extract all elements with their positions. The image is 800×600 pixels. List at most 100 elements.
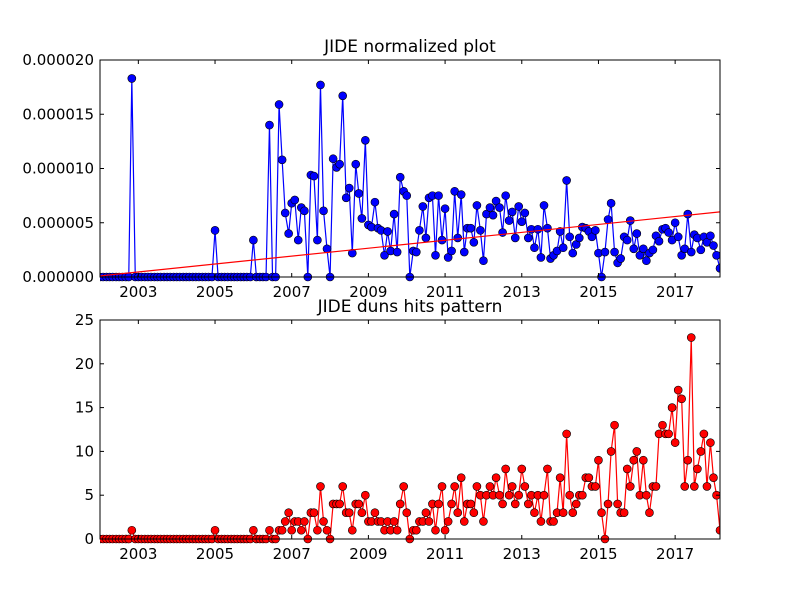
data-point [677,394,686,404]
data-point [456,190,466,199]
data-point [667,403,677,412]
data-point [421,233,431,243]
data-point [536,253,546,262]
data-point [520,208,530,218]
data-point [642,490,651,500]
data-point [562,429,571,439]
x-tick-label: 2015 [579,545,617,563]
data-point [530,243,539,253]
data-point [491,473,501,482]
y-tick-label: 0.000020 [22,51,94,69]
data-point [453,233,463,243]
data-point [616,254,625,263]
data-point [322,525,332,535]
data-point [520,482,530,491]
data-point [357,508,367,518]
data-point [690,482,699,491]
y-tick-label: 0.000010 [22,160,94,178]
data-point [632,229,642,238]
data-point [296,525,306,535]
data-point [498,499,507,509]
data-point [347,248,357,258]
data-point [459,517,469,526]
data-point [265,525,274,535]
data-point [338,91,348,101]
data-point [510,499,520,509]
data-point [683,455,693,465]
data-point [673,232,683,242]
x-tick-label: 2007 [273,545,311,563]
data-point [357,214,367,223]
data-point [539,490,549,500]
data-point [361,490,370,500]
data-point [344,183,354,193]
data-point [680,482,690,491]
data-point [693,464,702,474]
data-point [361,135,370,145]
x-tick-label: 2003 [119,545,157,563]
data-point [450,482,459,491]
data-point [686,333,696,342]
data-point [389,209,399,219]
data-point [469,508,479,518]
data-point [415,226,424,235]
data-point [210,226,220,235]
data-point [543,223,552,233]
data-point [453,508,463,518]
data-point [284,229,293,238]
data-point [344,508,354,518]
y-tick-label: 10 [75,442,94,460]
data-point [383,227,392,236]
x-tick-label: 2007 [273,283,311,301]
y-tick-label: 15 [75,399,94,417]
data-point [555,473,565,482]
data-point [434,191,443,200]
data-point [265,120,274,130]
data-point [600,247,610,257]
data-point [523,233,533,243]
data-point [485,482,495,491]
data-point [319,517,328,526]
data-point [568,248,578,258]
data-point [619,508,629,518]
data-point [338,482,348,491]
data-point [610,420,619,430]
data-point [670,438,680,447]
data-point [507,482,517,491]
data-point [639,455,648,465]
data-point [606,198,616,208]
data-point [664,429,673,439]
data-point [696,447,706,456]
data-point [370,508,380,518]
data-point [127,74,137,83]
data-point [472,201,482,210]
data-point [622,235,632,245]
data-point [479,517,488,526]
data-point [476,226,485,235]
data-point [539,201,549,210]
data-point [440,525,450,535]
data-point [389,517,399,526]
data-point [654,236,664,246]
data-point [479,256,488,266]
data-point [395,499,405,509]
y-tick-label: 5 [84,486,94,504]
data-point [625,482,635,491]
data-point [495,203,504,212]
data-point [664,228,673,237]
data-point [459,247,469,257]
data-point [277,155,287,165]
data-point [610,247,619,257]
data-point [440,204,450,213]
x-tick-label: 2015 [579,283,617,301]
data-point [466,499,476,509]
data-point [549,517,558,526]
axes-frame [99,319,721,540]
data-point [702,482,712,491]
data-point [514,202,524,211]
data-point [706,438,715,447]
data-point [412,247,421,257]
data-point [562,176,571,185]
data-point [574,233,584,243]
